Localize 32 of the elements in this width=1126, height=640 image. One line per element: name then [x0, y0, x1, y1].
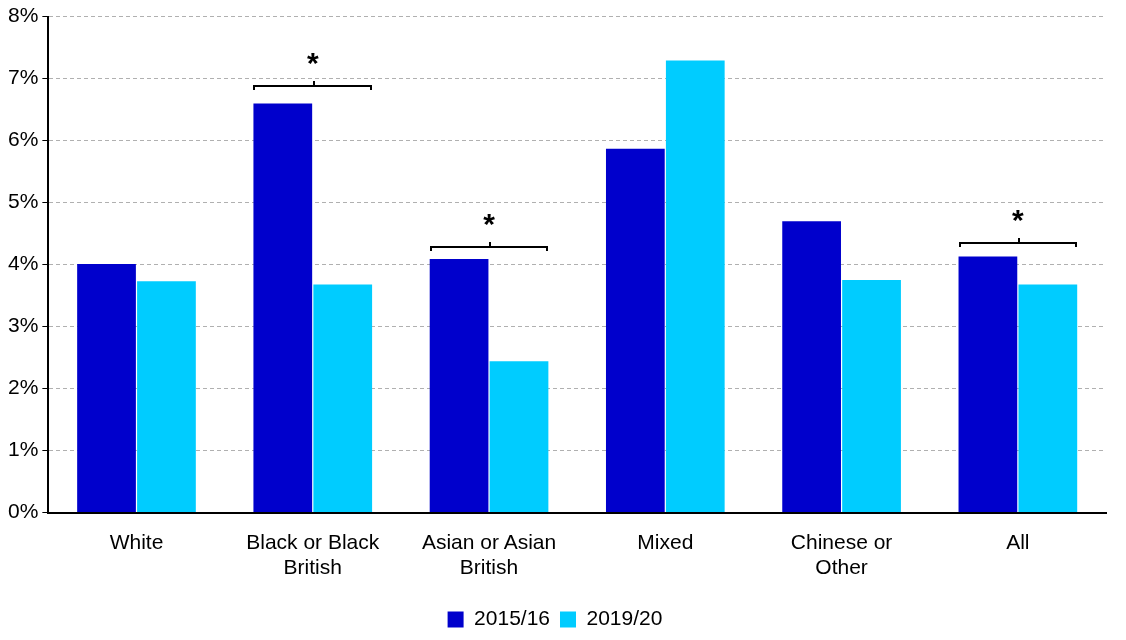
y-tick-label: 8%: [7, 3, 39, 27]
x-tick-label: Chinese or Other: [790, 530, 893, 579]
bar: [77, 263, 136, 513]
bar: [1018, 284, 1078, 513]
x-tick-label: Mixed: [637, 530, 694, 553]
annotation: *: [1012, 202, 1025, 236]
bar: [958, 256, 1018, 513]
annotation: *: [306, 45, 319, 79]
y-tick-label: 6%: [7, 127, 39, 151]
x-tick-label: Asian or Asian British: [421, 530, 557, 579]
bar: [782, 221, 841, 513]
legend-label: 2019/20: [586, 606, 663, 630]
x-tick-label: Black or Black British: [246, 530, 380, 579]
y-tick-label: 0%: [7, 499, 39, 523]
y-tick-label: 4%: [7, 251, 39, 275]
bar: [842, 280, 901, 513]
x-tick-label: White: [109, 530, 164, 553]
bar: [137, 281, 196, 513]
x-tick-label: All: [1006, 530, 1030, 553]
annotation: *: [483, 207, 496, 240]
bar: [429, 259, 489, 513]
bar: [665, 60, 725, 513]
bar: [605, 148, 665, 513]
y-tick-label: 1%: [7, 437, 39, 461]
bar: [489, 361, 549, 513]
y-tick-label: 2%: [7, 375, 39, 399]
y-tick-label: 5%: [7, 189, 39, 213]
y-tick-label: 7%: [7, 65, 39, 89]
legend-label: 2015/16: [474, 606, 551, 630]
y-tick-label: 3%: [7, 313, 39, 337]
bar: [253, 103, 313, 513]
bar: [313, 284, 373, 513]
